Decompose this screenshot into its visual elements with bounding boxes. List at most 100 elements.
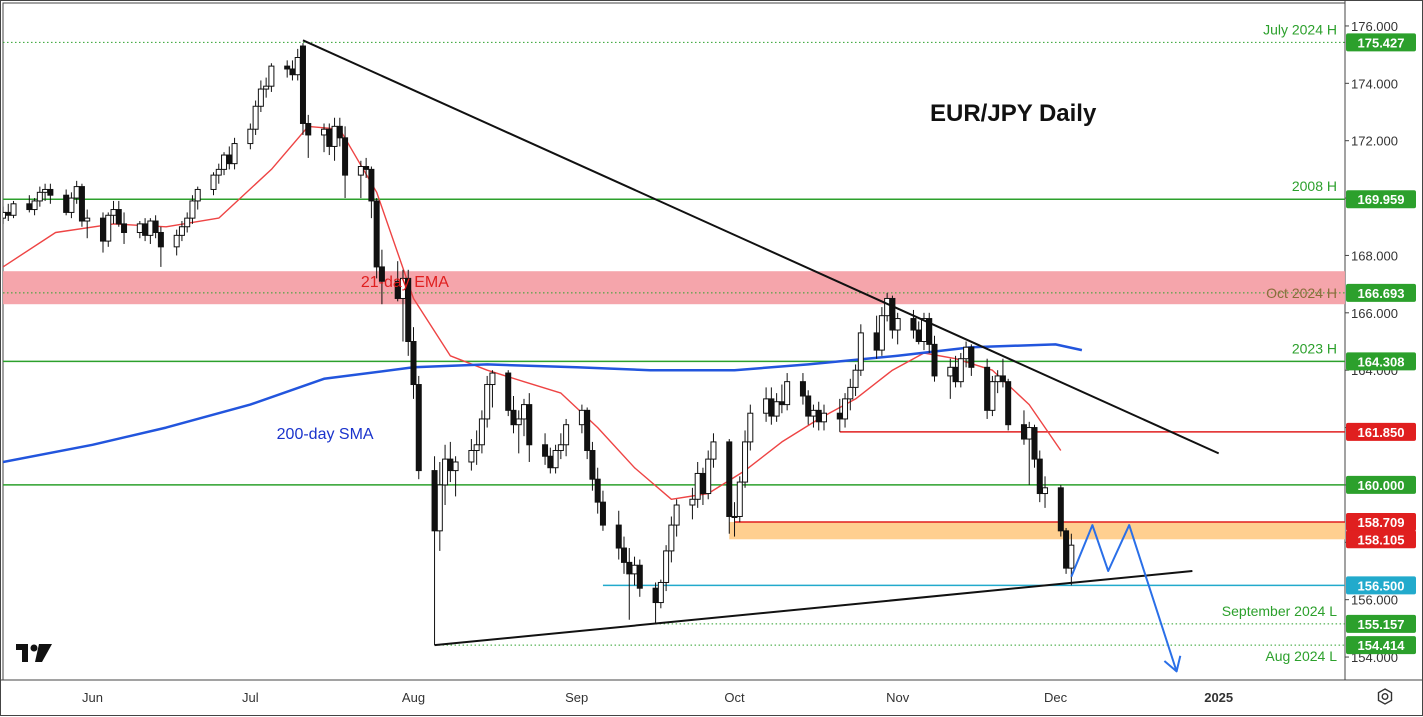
candle-87 — [636, 559, 643, 597]
candle-body — [742, 441, 749, 483]
candle-108 — [799, 373, 806, 405]
candle-body — [1042, 487, 1049, 495]
candle-55 — [405, 269, 412, 356]
candle-body — [284, 65, 291, 70]
candle-63 — [468, 439, 475, 471]
y-tick-label-10: 174.000 — [1351, 76, 1398, 91]
plot-layer — [3, 39, 1345, 673]
candle-56 — [410, 327, 417, 399]
candle-body — [363, 166, 370, 170]
candle-body — [652, 587, 659, 604]
candle-body — [768, 398, 775, 417]
plot-area — [2, 2, 1346, 681]
price-tag-text-8: 156.500 — [1358, 578, 1405, 593]
candle-body — [152, 220, 159, 233]
candle-12 — [84, 209, 91, 239]
series-line-1 — [3, 343, 1083, 464]
price-tag-2 — [1346, 283, 1416, 302]
candle-46 — [336, 117, 343, 147]
candle-body — [999, 375, 1006, 383]
candle-body — [778, 401, 785, 406]
candle-body — [963, 346, 970, 360]
candle-body — [1063, 530, 1070, 569]
level-label-0: July 2024 H — [1263, 21, 1337, 37]
price-tag-3 — [1346, 352, 1416, 371]
candle-body — [342, 137, 349, 176]
candle-body — [468, 450, 475, 463]
candle-57 — [415, 375, 422, 480]
candle-body — [526, 404, 533, 446]
candle-body — [621, 547, 628, 563]
candle-body — [299, 45, 306, 124]
candle-25 — [184, 212, 191, 233]
candle-132 — [968, 344, 975, 376]
candle-body — [1031, 427, 1038, 460]
candle-24 — [178, 221, 185, 242]
candle-21 — [152, 215, 159, 239]
candle-117 — [857, 324, 864, 376]
candle-33 — [247, 123, 254, 150]
candle-body — [110, 209, 117, 216]
candle-105 — [773, 393, 780, 422]
candle-144 — [1063, 527, 1070, 574]
candle-body — [878, 315, 885, 351]
candle-96 — [705, 450, 712, 500]
candle-body — [636, 564, 643, 589]
candle-body — [173, 234, 180, 248]
candle-body — [668, 524, 675, 552]
price-tag-text-6: 158.709 — [1358, 515, 1405, 530]
price-tag-text-9: 155.157 — [1358, 617, 1405, 632]
candle-body — [63, 194, 70, 213]
chart-settings-button[interactable] — [1370, 684, 1400, 712]
price-tag-text-7: 158.105 — [1358, 532, 1405, 547]
trendline-1 — [434, 569, 1193, 647]
candle-body — [931, 343, 938, 377]
candle-body — [42, 188, 49, 193]
candle-66 — [484, 375, 491, 428]
candle-29 — [215, 163, 222, 184]
candle-body — [705, 458, 712, 495]
candle-82 — [599, 490, 606, 531]
price-tag-text-5: 160.000 — [1358, 478, 1405, 493]
candle-body — [952, 366, 959, 383]
candle-body — [136, 223, 143, 233]
candle-114 — [842, 393, 849, 428]
candle-99 — [731, 502, 738, 537]
candle-102 — [747, 404, 754, 451]
candle-62 — [452, 456, 459, 497]
candle-body — [215, 168, 222, 176]
candle-75 — [552, 444, 559, 474]
candle-body — [689, 498, 696, 506]
candle-body — [594, 478, 601, 503]
level-label-3: 2023 H — [1292, 340, 1337, 356]
candle-68 — [505, 370, 512, 417]
candle-64 — [473, 430, 480, 465]
price-tag-8 — [1346, 576, 1416, 595]
candle-9 — [68, 192, 75, 219]
candle-body — [799, 381, 806, 397]
candle-body — [663, 550, 670, 583]
candle-body — [510, 409, 517, 426]
candle-body — [615, 524, 622, 549]
level-label-9: September 2024 L — [1222, 603, 1337, 619]
candle-body — [699, 472, 706, 495]
candle-body — [784, 381, 791, 406]
candle-122 — [894, 312, 901, 345]
candle-body — [221, 154, 228, 170]
candle-body — [84, 217, 91, 222]
level-label-2: Oct 2024 H — [1266, 285, 1337, 301]
brand-logo — [16, 644, 52, 662]
y-tick-label-9: 172.000 — [1351, 134, 1398, 149]
candle-body — [3, 211, 6, 219]
candle-41 — [299, 43, 306, 135]
price-tag-text-4: 161.850 — [1358, 425, 1405, 440]
price-tag-1 — [1346, 190, 1416, 209]
y-tick-label-7: 168.000 — [1351, 248, 1398, 263]
annotation-0: 21-day EMA — [361, 274, 449, 291]
candle-body — [968, 346, 975, 368]
candle-97 — [710, 433, 717, 468]
zone-0 — [3, 271, 1345, 305]
candle-body — [926, 318, 933, 345]
price-tag-text-3: 164.308 — [1358, 354, 1405, 369]
